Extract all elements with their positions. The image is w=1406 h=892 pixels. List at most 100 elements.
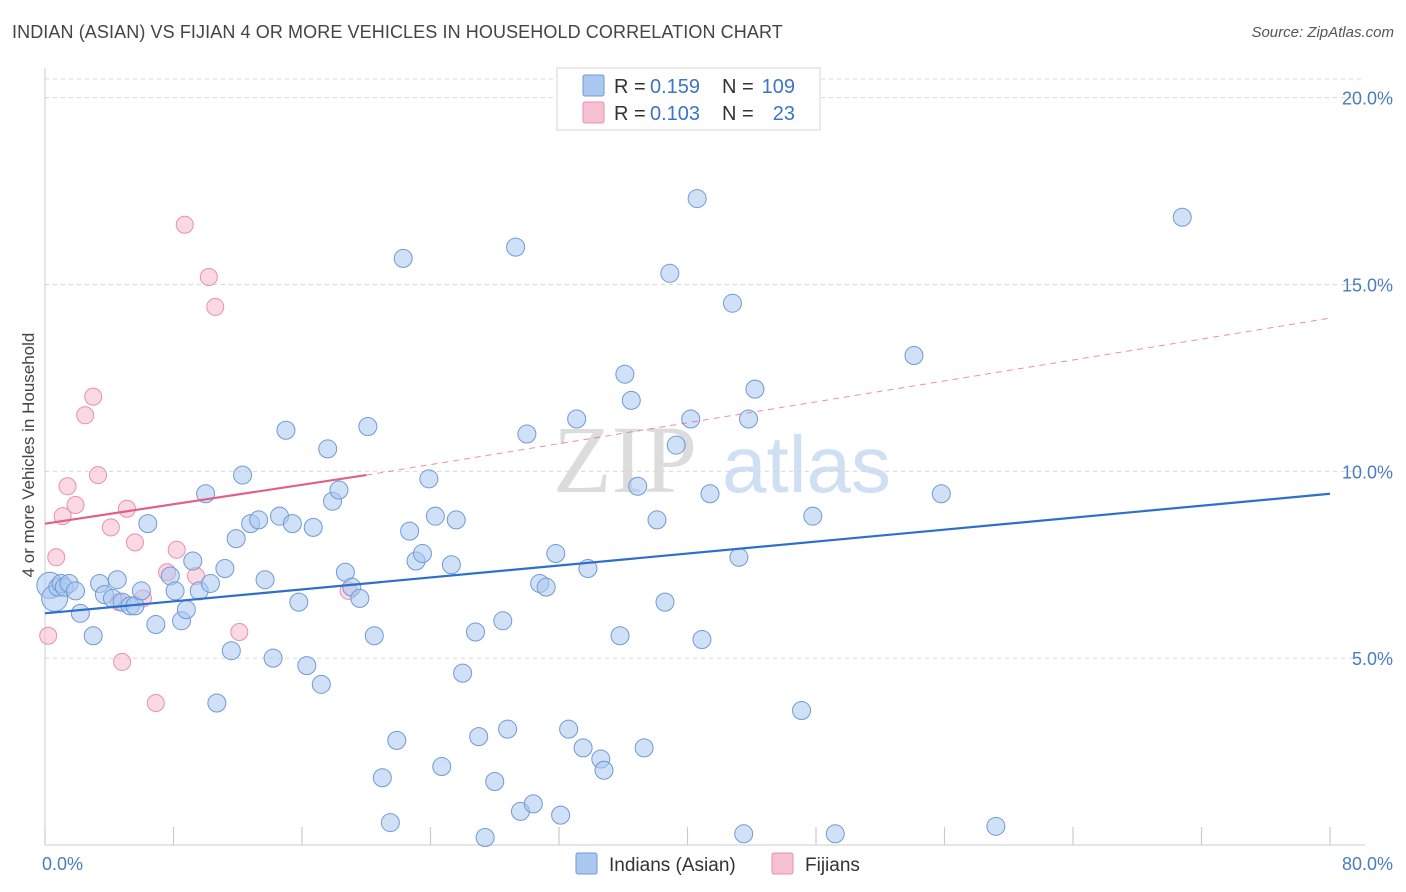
- indians-asian-point: [498, 719, 518, 739]
- indians-asian-point: [432, 757, 452, 777]
- gridlines: [45, 78, 1365, 659]
- indians-asian-point: [393, 248, 413, 268]
- indians-asian-point: [517, 424, 537, 444]
- indians-asian-point: [146, 615, 166, 635]
- source-credit: Source: ZipAtlas.com: [1251, 24, 1394, 41]
- fijians-point: [167, 540, 186, 559]
- fijians-point: [175, 215, 194, 234]
- indians-asian-point: [722, 293, 742, 313]
- indians-asian-point: [573, 738, 593, 758]
- indians-asian-point: [546, 544, 566, 564]
- indians-asian-point: [506, 237, 526, 257]
- indians-asian-point: [200, 573, 220, 593]
- fijians-point: [58, 477, 77, 496]
- indians-asian-point: [469, 727, 489, 747]
- chart-title: INDIAN (ASIAN) VS FIJIAN 4 OR MORE VEHIC…: [12, 22, 783, 42]
- indians-asian-point: [655, 592, 675, 612]
- indians-asian-point: [647, 510, 667, 530]
- indians-asian-point: [567, 409, 587, 429]
- legend-n-value-1: 109: [762, 76, 795, 98]
- indians-asian-point: [215, 558, 235, 578]
- legend-r-label-2: R =: [614, 103, 646, 125]
- indians-asian-point: [165, 581, 185, 601]
- indians-asian-point: [441, 555, 461, 575]
- indians-asian-point: [453, 663, 473, 683]
- indians-asian-point: [70, 603, 90, 623]
- indians-asian-point: [303, 517, 323, 537]
- indians-asian-point: [551, 805, 571, 825]
- legend-r-label-1: R =: [614, 76, 646, 98]
- x-tick-labels: 0.0% 80.0%: [42, 854, 1393, 874]
- indians-asian-point: [904, 346, 924, 366]
- indians-asian-point: [233, 465, 253, 485]
- indians-asian-point: [687, 189, 707, 209]
- indians-asian-point: [221, 641, 241, 661]
- indians-asian-point: [792, 700, 812, 720]
- indians-asian-point: [226, 529, 246, 549]
- indians-asian-point: [350, 588, 370, 608]
- y-tick-label: 20.0%: [1342, 89, 1393, 109]
- indians-asian-point: [183, 551, 203, 571]
- indians-asian-point: [364, 626, 384, 646]
- fijians-trend-extension: [366, 317, 1331, 476]
- fijians-point: [206, 297, 225, 316]
- trend-lines: [44, 317, 1331, 615]
- bottom-legend: Indians (Asian) Fijians: [575, 852, 860, 876]
- legend-swatch-fijians: [582, 101, 605, 124]
- indians-asian-point: [446, 510, 466, 530]
- indians-asian-point: [311, 674, 331, 694]
- indians-asian-point: [255, 570, 275, 590]
- indians-asian-point: [610, 626, 630, 646]
- indians-asian-point: [131, 581, 151, 601]
- y-tick-label: 15.0%: [1342, 276, 1393, 296]
- indians-asian-point: [745, 379, 765, 399]
- indians-asian-point: [621, 390, 641, 410]
- legend-n-value-2: 23: [773, 103, 795, 125]
- watermark-atlas: atlas: [722, 420, 891, 509]
- fijians-trend-line: [44, 473, 367, 525]
- legend: R = 0.159 N = 109 R = 0.103 N = 23: [556, 67, 821, 131]
- indians-asian-point: [739, 409, 759, 429]
- indians-asian-point: [1172, 207, 1192, 227]
- indians-asian-point: [681, 409, 701, 429]
- legend-r-value-1: 0.159: [650, 76, 700, 98]
- x-tick-label: 80.0%: [1342, 854, 1393, 874]
- indians-asian-point: [729, 547, 749, 567]
- indians-asian-point: [176, 600, 196, 620]
- indians-asian-point: [734, 824, 754, 844]
- x-tick-label: 0.0%: [42, 854, 83, 874]
- legend-r-value-2: 0.103: [650, 103, 700, 125]
- watermark: ZIP atlas: [553, 406, 891, 513]
- indians-asian-point: [263, 648, 283, 668]
- indians-asian-point: [803, 506, 823, 526]
- indians-asian-point: [986, 816, 1006, 836]
- indians-asian-point: [318, 439, 338, 459]
- indians-asian-point: [207, 693, 227, 713]
- fijians-point: [113, 652, 132, 671]
- y-tick-labels: 5.0% 10.0% 15.0% 20.0%: [1342, 89, 1393, 669]
- indians-asian-point: [634, 738, 654, 758]
- indians-asian-point: [692, 629, 712, 649]
- indians-asian-point: [387, 730, 407, 750]
- indians-asian-point: [380, 813, 400, 833]
- indians-asian-point: [276, 420, 296, 440]
- indians-asian-point: [372, 768, 392, 788]
- indians-asian-point: [329, 480, 349, 500]
- indians-asian-point: [282, 514, 302, 534]
- fijians-point: [47, 548, 66, 567]
- indians-asian-point: [825, 824, 845, 844]
- indians-asian-point: [485, 771, 505, 791]
- fijians-point: [76, 406, 95, 425]
- fijians-point: [199, 268, 218, 287]
- indians-asian-point: [536, 577, 556, 597]
- indians-asian-point: [289, 592, 309, 612]
- indians-asian-point: [700, 484, 720, 504]
- indians-asian-point: [465, 622, 485, 642]
- indians-asian-points: [36, 189, 1192, 848]
- bottom-legend-swatch-fijians: [771, 852, 794, 875]
- indians-asian-point: [666, 435, 686, 455]
- indians-asian-point: [660, 263, 680, 283]
- indians-asian-point: [931, 484, 951, 504]
- fijians-point: [125, 533, 144, 552]
